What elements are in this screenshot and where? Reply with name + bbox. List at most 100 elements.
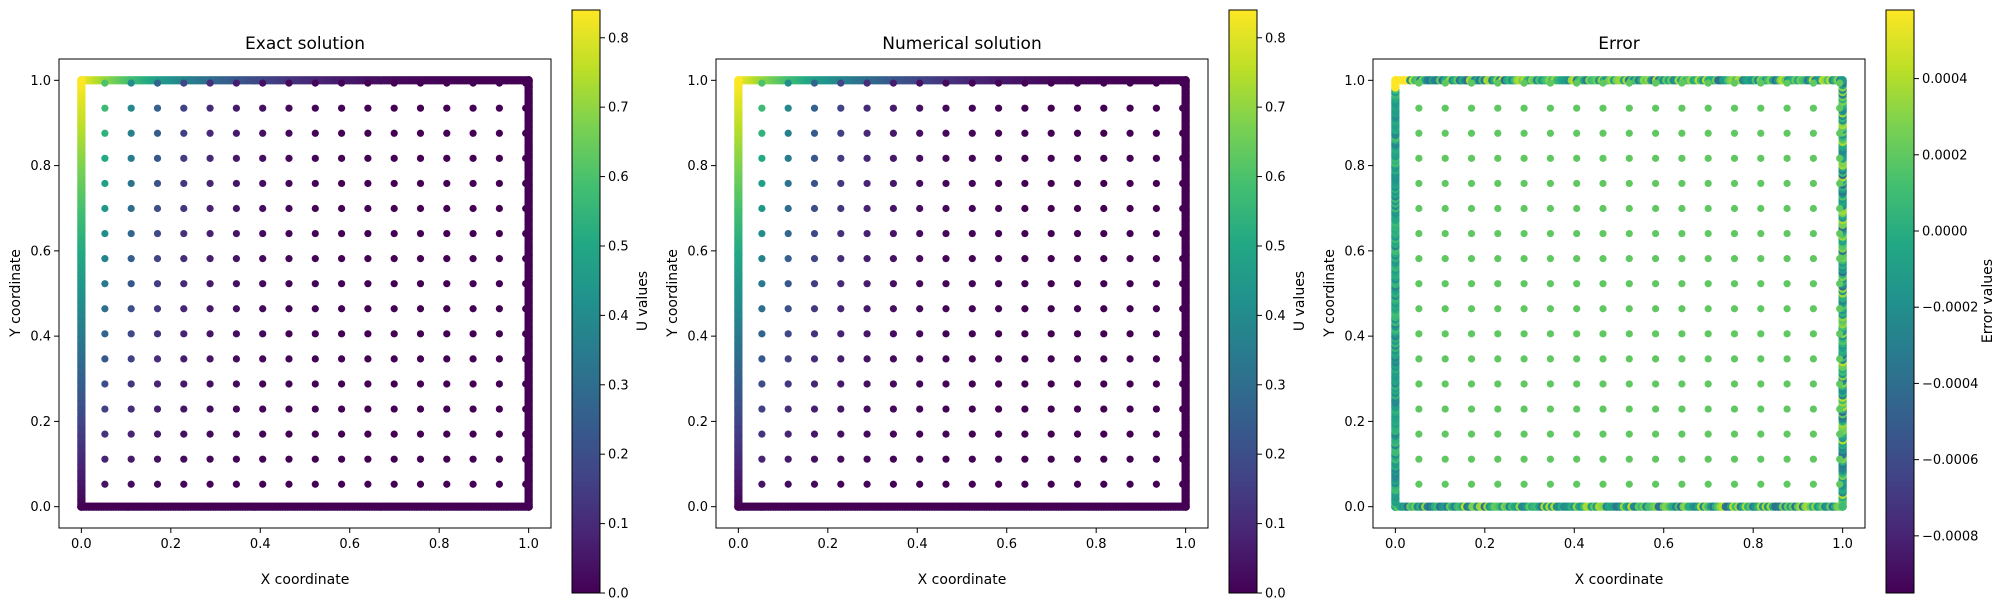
interior-point (1651, 280, 1660, 288)
axis-ticks: 0.0 0.2 0.4 0.6 0.8 1.0 0.0 0.2 0.4 0.6 0.8 1.0 (1344, 74, 1853, 552)
interior-point (758, 280, 766, 288)
interior-point (127, 229, 135, 238)
interior-point (1704, 79, 1712, 87)
interior-point (495, 79, 503, 87)
interior-point (390, 104, 398, 112)
x-tick-label: 0.0 (71, 537, 92, 552)
interior-point (469, 405, 477, 413)
interior-point (364, 255, 372, 263)
interior-point (837, 405, 845, 413)
interior-point (1546, 355, 1554, 363)
interior-point (863, 179, 871, 188)
interior-point (522, 405, 530, 413)
interior-point (916, 229, 924, 238)
interior-point (1021, 129, 1029, 137)
interior-point (180, 305, 188, 313)
interior-point (443, 280, 451, 288)
interior-point (101, 204, 109, 213)
interior-point (101, 480, 109, 488)
interior-point (994, 305, 1003, 313)
interior-point (1625, 305, 1633, 313)
interior-point (1546, 455, 1554, 463)
interior-point (1415, 154, 1423, 162)
interior-point (206, 129, 214, 137)
interior-point (810, 104, 819, 112)
x-axis-label: X coordinate (261, 572, 350, 588)
interior-point (968, 280, 976, 288)
interior-point (1179, 405, 1187, 413)
interior-point (1100, 104, 1108, 112)
interior-point (1152, 154, 1160, 162)
interior-point (916, 305, 924, 313)
interior-point (259, 380, 267, 388)
interior-point (416, 330, 425, 338)
interior-point (495, 280, 503, 288)
interior-point (1836, 154, 1844, 162)
interior-point (495, 229, 503, 238)
interior-point (863, 79, 871, 87)
interior-point (1494, 154, 1502, 162)
interior-point (469, 79, 477, 87)
interior-point (416, 405, 425, 413)
interior-point (1494, 204, 1502, 213)
interior-point (337, 229, 346, 238)
interior-point (1021, 330, 1029, 338)
interior-point (443, 305, 451, 313)
interior-point (1179, 430, 1187, 438)
interior-point (1836, 179, 1844, 188)
interior-point (1126, 129, 1134, 137)
interior-point (1546, 430, 1554, 438)
interior-point (1730, 405, 1739, 413)
interior-point (1467, 79, 1476, 87)
interior-point (1021, 179, 1029, 188)
interior-point (206, 154, 214, 162)
interior-point (180, 204, 188, 213)
interior-point (1678, 355, 1686, 363)
interior-point (942, 305, 950, 313)
interior-point (968, 430, 976, 438)
interior-point (1599, 229, 1607, 238)
interior-point (889, 154, 897, 162)
interior-point (153, 380, 162, 388)
interior-point (390, 405, 398, 413)
interior-point (1494, 480, 1502, 488)
interior-point (1520, 79, 1528, 87)
interior-point (1546, 405, 1554, 413)
interior-point (285, 229, 293, 238)
interior-point (311, 455, 319, 463)
interior-point (259, 355, 267, 363)
interior-point (916, 330, 924, 338)
interior-point (1730, 305, 1739, 313)
interior-point (337, 280, 346, 288)
interior-point (232, 305, 240, 313)
interior-point (1573, 380, 1581, 388)
interior-point (942, 455, 950, 463)
interior-point (495, 330, 503, 338)
interior-point (1047, 305, 1055, 313)
interior-point (416, 129, 425, 137)
interior-point (1415, 204, 1423, 213)
interior-point (784, 79, 792, 87)
interior-point (1573, 330, 1581, 338)
interior-point (1625, 204, 1633, 213)
interior-point (758, 480, 766, 488)
interior-point (1651, 430, 1660, 438)
interior-point (337, 355, 346, 363)
interior-point (259, 480, 267, 488)
interior-point (1467, 405, 1476, 413)
interior-point (416, 455, 425, 463)
interior-point (1783, 430, 1791, 438)
interior-point (1836, 355, 1844, 363)
interior-point (1100, 229, 1108, 238)
interior-point (810, 179, 819, 188)
interior-point (364, 455, 372, 463)
y-axis-label: Y coordinate (665, 249, 681, 338)
interior-point (1021, 480, 1029, 488)
interior-point (1467, 129, 1476, 137)
interior-point (285, 79, 293, 87)
interior-point (784, 255, 792, 263)
interior-point (364, 380, 372, 388)
interior-point (1599, 330, 1607, 338)
exact-solution-panel: Exact solution 0.0 0.2 0.4 0.6 0.8 1.00.00.20… (8, 9, 651, 602)
interior-point (1100, 129, 1108, 137)
